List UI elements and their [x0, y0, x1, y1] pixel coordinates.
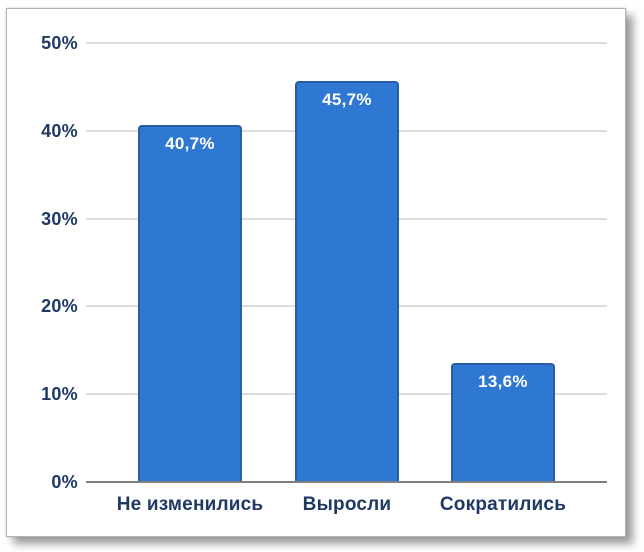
y-axis-tick-label: 30%	[41, 208, 78, 229]
x-axis-category-label: Сократились	[439, 494, 567, 515]
gridline-50	[86, 42, 607, 44]
x-axis-line	[86, 481, 607, 483]
bar-value-label: 45,7%	[322, 90, 372, 109]
bar-value-label: 40,7%	[165, 134, 215, 153]
y-axis-tick-label: 50%	[41, 33, 78, 53]
bar-1: 40,7%	[138, 125, 242, 482]
y-axis-tick-label: 40%	[41, 120, 78, 141]
chart-card: 0% 10% 20% 30% 40% 50% 40,7% Не изменились 45,7%…	[6, 8, 626, 537]
bar-value-label: 13,6%	[478, 372, 528, 391]
bar-2: 45,7%	[295, 81, 399, 482]
y-axis-tick-label: 20%	[41, 296, 78, 317]
x-axis-category-label: Выросли	[302, 494, 392, 515]
y-axis-tick-label: 10%	[41, 384, 78, 405]
y-axis-tick-label: 0%	[51, 472, 78, 492]
x-axis-category-label: Не изменились	[116, 494, 264, 515]
bar-3: 13,6%	[451, 363, 555, 482]
